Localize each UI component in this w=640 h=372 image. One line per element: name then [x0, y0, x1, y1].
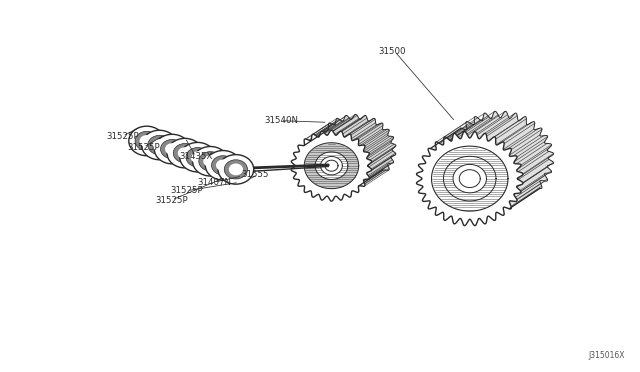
Ellipse shape [218, 155, 253, 184]
Text: 31525P: 31525P [127, 143, 160, 152]
Ellipse shape [199, 152, 222, 171]
Ellipse shape [212, 156, 235, 175]
Ellipse shape [224, 160, 248, 179]
Text: 31407N: 31407N [198, 178, 232, 187]
Ellipse shape [140, 135, 154, 147]
Polygon shape [325, 160, 338, 171]
Polygon shape [321, 157, 342, 175]
Ellipse shape [141, 130, 177, 160]
Polygon shape [417, 132, 523, 226]
Text: 31525P: 31525P [170, 186, 203, 195]
Ellipse shape [180, 142, 216, 172]
Ellipse shape [165, 143, 179, 155]
Text: 31525P: 31525P [156, 196, 188, 205]
Ellipse shape [191, 151, 205, 163]
Text: 31525P: 31525P [106, 132, 139, 141]
Text: 31500: 31500 [379, 47, 406, 56]
Ellipse shape [205, 151, 241, 180]
Ellipse shape [228, 163, 243, 175]
Ellipse shape [186, 148, 209, 167]
Ellipse shape [239, 164, 253, 176]
Polygon shape [304, 114, 396, 186]
Text: 31540N: 31540N [264, 116, 299, 125]
Text: J315016X: J315016X [588, 351, 625, 360]
Text: 31555: 31555 [242, 170, 269, 179]
Ellipse shape [167, 138, 203, 168]
Ellipse shape [152, 139, 166, 151]
Ellipse shape [129, 126, 164, 156]
Ellipse shape [193, 147, 228, 176]
Text: 31435X: 31435X [180, 152, 213, 161]
Ellipse shape [204, 155, 218, 167]
Ellipse shape [148, 135, 171, 155]
Ellipse shape [154, 134, 190, 164]
Polygon shape [304, 143, 358, 189]
Polygon shape [315, 152, 348, 179]
Polygon shape [291, 130, 372, 201]
Polygon shape [430, 111, 554, 209]
Polygon shape [460, 170, 480, 187]
Ellipse shape [216, 160, 230, 171]
Ellipse shape [173, 144, 196, 163]
Polygon shape [453, 164, 486, 193]
Ellipse shape [178, 147, 192, 159]
Ellipse shape [135, 131, 158, 151]
Ellipse shape [161, 140, 184, 159]
